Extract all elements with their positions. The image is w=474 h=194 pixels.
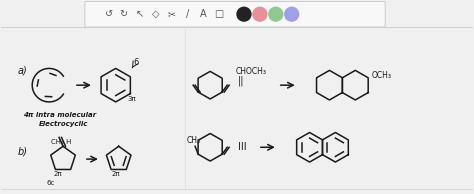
Text: 2π: 2π (111, 171, 120, 177)
Circle shape (269, 7, 283, 21)
Text: ↺: ↺ (105, 9, 113, 19)
Text: ||: || (238, 76, 245, 87)
Text: CHOCH₃: CHOCH₃ (236, 67, 267, 76)
Text: CH₃: CH₃ (186, 136, 201, 145)
Text: ↻: ↻ (119, 9, 128, 19)
Text: 6: 6 (134, 58, 139, 67)
Text: Electrocyclic: Electrocyclic (39, 120, 89, 127)
Text: 4π intra molecular: 4π intra molecular (23, 112, 97, 118)
Text: III: III (238, 142, 246, 152)
Text: ↖: ↖ (136, 9, 144, 19)
Circle shape (237, 7, 251, 21)
Text: OCH₃: OCH₃ (371, 71, 391, 80)
Text: b): b) (17, 146, 27, 156)
Text: A: A (200, 9, 207, 19)
Circle shape (285, 7, 299, 21)
Text: CH₂ H: CH₂ H (51, 139, 72, 145)
Text: 3π: 3π (128, 96, 137, 102)
Text: 6c: 6c (47, 180, 55, 186)
Text: a): a) (17, 65, 27, 75)
FancyBboxPatch shape (85, 1, 385, 27)
Circle shape (253, 7, 267, 21)
Text: 2π: 2π (54, 171, 63, 177)
Text: /: / (186, 9, 189, 19)
Text: ◇: ◇ (152, 9, 159, 19)
Text: ✂: ✂ (167, 9, 175, 19)
Text: □: □ (214, 9, 224, 19)
